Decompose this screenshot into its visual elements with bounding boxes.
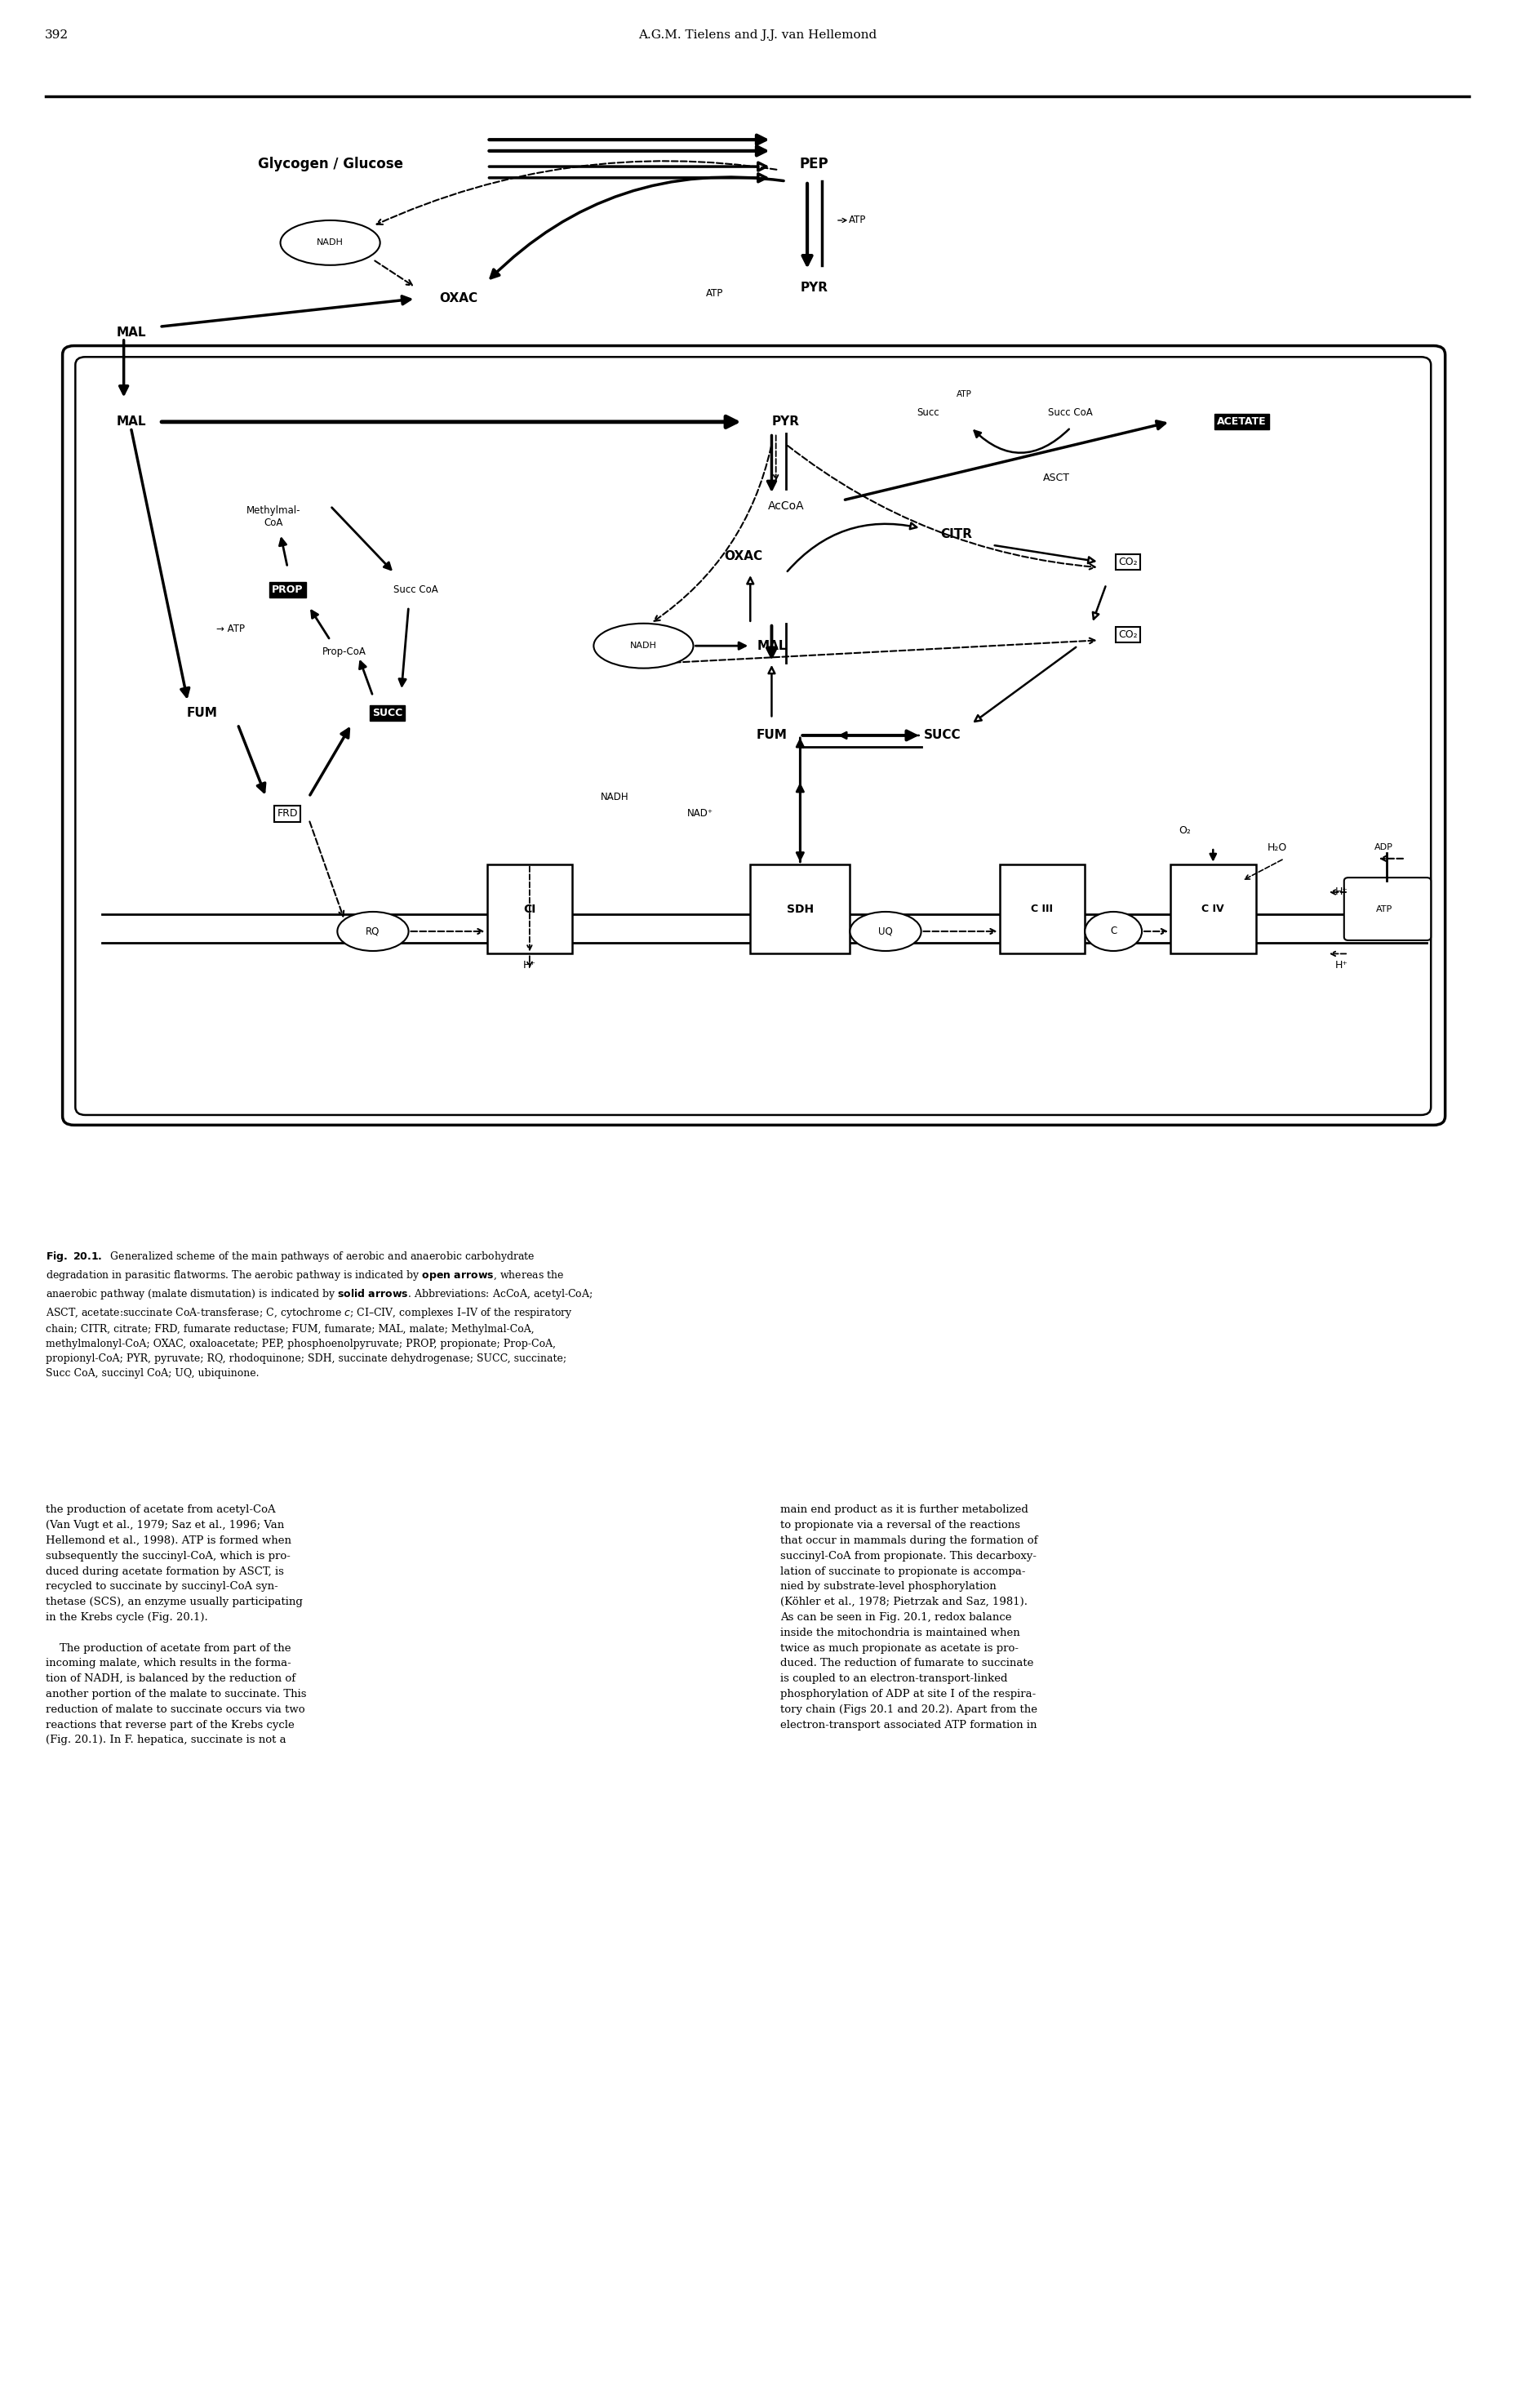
FancyBboxPatch shape bbox=[1170, 864, 1255, 954]
Text: AcCoA: AcCoA bbox=[768, 501, 804, 510]
Text: main end product as it is further metabolized
to propionate via a reversal of th: main end product as it is further metabo… bbox=[780, 1505, 1037, 1731]
Text: UQ: UQ bbox=[878, 927, 892, 937]
Ellipse shape bbox=[1084, 913, 1142, 951]
Text: CI: CI bbox=[522, 903, 536, 915]
Ellipse shape bbox=[338, 913, 409, 951]
Text: CO₂: CO₂ bbox=[1117, 556, 1137, 568]
Text: RQ: RQ bbox=[366, 927, 380, 937]
FancyBboxPatch shape bbox=[1343, 877, 1431, 939]
Text: FRD: FRD bbox=[277, 809, 298, 819]
Text: H⁺: H⁺ bbox=[522, 961, 536, 970]
Text: ATP: ATP bbox=[848, 214, 866, 226]
Text: ADP: ADP bbox=[1373, 843, 1393, 852]
Text: ATP: ATP bbox=[706, 289, 724, 299]
Text: MAL: MAL bbox=[117, 325, 147, 340]
Text: MAL: MAL bbox=[757, 641, 786, 653]
Text: SUCC: SUCC bbox=[372, 708, 403, 718]
Text: PYR: PYR bbox=[799, 282, 828, 294]
Text: NAD⁺: NAD⁺ bbox=[687, 809, 713, 819]
Text: PEP: PEP bbox=[799, 157, 828, 171]
FancyBboxPatch shape bbox=[76, 356, 1431, 1115]
Text: SDH: SDH bbox=[786, 903, 813, 915]
Text: Prop-CoA: Prop-CoA bbox=[322, 645, 366, 657]
Text: NADH: NADH bbox=[630, 643, 657, 650]
Text: ACETATE: ACETATE bbox=[1216, 417, 1266, 426]
Text: Succ: Succ bbox=[916, 407, 939, 419]
FancyBboxPatch shape bbox=[749, 864, 849, 954]
Text: PROP: PROP bbox=[271, 585, 303, 595]
Text: ATP: ATP bbox=[1375, 905, 1391, 913]
Text: A.G.M. Tielens and J.J. van Hellemond: A.G.M. Tielens and J.J. van Hellemond bbox=[637, 29, 877, 41]
Text: → ATP: → ATP bbox=[217, 624, 245, 633]
Text: C: C bbox=[1110, 927, 1116, 937]
Text: FUM: FUM bbox=[755, 730, 787, 742]
FancyBboxPatch shape bbox=[62, 347, 1444, 1125]
Text: PYR: PYR bbox=[772, 417, 799, 429]
Text: H⁺: H⁺ bbox=[1334, 886, 1347, 898]
Text: Glycogen / Glucose: Glycogen / Glucose bbox=[257, 157, 403, 171]
Text: ASCT: ASCT bbox=[1043, 472, 1069, 484]
Text: OXAC: OXAC bbox=[724, 549, 762, 563]
Text: ATP: ATP bbox=[955, 390, 970, 397]
Text: FUM: FUM bbox=[186, 708, 218, 720]
Text: $\mathbf{Fig.\ 20.1.}$  Generalized scheme of the main pathways of aerobic and a: $\mathbf{Fig.\ 20.1.}$ Generalized schem… bbox=[45, 1250, 592, 1380]
Text: NADH: NADH bbox=[601, 792, 628, 802]
Text: Succ CoA: Succ CoA bbox=[394, 585, 438, 595]
Text: O₂: O₂ bbox=[1178, 826, 1190, 836]
FancyBboxPatch shape bbox=[999, 864, 1084, 954]
Text: MAL: MAL bbox=[117, 417, 147, 429]
Text: NADH: NADH bbox=[316, 238, 344, 246]
Text: C III: C III bbox=[1031, 903, 1052, 915]
Text: the production of acetate from acetyl-CoA
(Van Vugt et al., 1979; Saz et al., 19: the production of acetate from acetyl-Co… bbox=[45, 1505, 306, 1746]
Ellipse shape bbox=[849, 913, 921, 951]
Ellipse shape bbox=[280, 219, 380, 265]
Text: C IV: C IV bbox=[1201, 903, 1223, 915]
FancyBboxPatch shape bbox=[486, 864, 572, 954]
Text: 392: 392 bbox=[45, 29, 68, 41]
Text: CO₂: CO₂ bbox=[1117, 628, 1137, 641]
Ellipse shape bbox=[593, 624, 693, 667]
Text: OXAC: OXAC bbox=[439, 294, 477, 306]
Text: Methylmal-
CoA: Methylmal- CoA bbox=[245, 506, 300, 527]
Text: Succ CoA: Succ CoA bbox=[1048, 407, 1093, 419]
Text: H⁺: H⁺ bbox=[1334, 961, 1347, 970]
Text: CITR: CITR bbox=[940, 527, 972, 539]
Text: H₂O: H₂O bbox=[1267, 843, 1287, 852]
Text: SUCC: SUCC bbox=[924, 730, 960, 742]
